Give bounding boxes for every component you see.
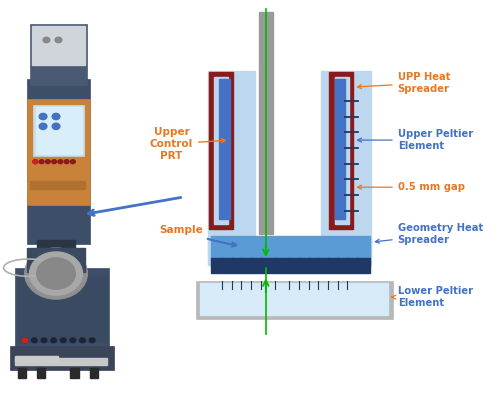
Circle shape [39,123,47,130]
Circle shape [70,338,76,343]
Text: Upper
Control
PRT: Upper Control PRT [150,127,226,161]
Bar [18,368,26,377]
Bar [10,346,114,370]
Bar [37,368,46,377]
Bar [37,240,76,279]
Bar [27,248,85,271]
Bar [15,358,106,365]
Circle shape [52,113,60,120]
Bar [27,79,90,244]
Circle shape [43,37,50,43]
Circle shape [22,338,28,343]
Text: Lower Peltier
Element: Lower Peltier Element [392,286,473,308]
Bar [30,181,85,189]
Circle shape [33,160,38,164]
Circle shape [55,37,62,43]
Circle shape [60,338,66,343]
Circle shape [89,338,95,343]
Circle shape [39,113,47,120]
Bar [334,79,345,219]
Bar [208,71,255,256]
Bar [18,275,106,342]
Bar [90,368,98,377]
Circle shape [58,160,63,164]
Circle shape [25,248,88,299]
Bar [30,24,88,85]
Bar [34,105,84,156]
Bar [36,107,82,154]
Text: Geometry Heat
Spreader: Geometry Heat Spreader [376,223,483,245]
Circle shape [52,160,57,164]
Circle shape [50,338,56,343]
Bar [196,281,393,319]
Circle shape [64,160,69,164]
Bar [214,77,228,224]
Circle shape [41,338,47,343]
Bar [320,71,371,256]
Circle shape [52,123,60,130]
Bar [208,240,371,265]
Bar [258,13,273,234]
Text: Upper Peltier
Element: Upper Peltier Element [358,129,473,151]
Circle shape [32,338,38,343]
Bar [32,26,85,65]
Text: UPP Heat
Spreader: UPP Heat Spreader [358,72,450,94]
Bar [15,268,109,350]
Bar [335,77,348,224]
Circle shape [30,252,82,295]
Bar [200,283,388,315]
Bar [211,258,370,273]
Bar [70,368,79,377]
Circle shape [39,160,44,164]
Circle shape [33,160,38,164]
Bar [330,72,353,229]
Bar [27,99,90,205]
Bar [219,79,230,219]
Circle shape [22,338,28,343]
Circle shape [37,258,76,289]
Bar [208,72,233,229]
Text: 0.5 mm gap: 0.5 mm gap [358,182,465,192]
Text: Sample: Sample [160,225,236,247]
Bar [211,236,370,258]
Bar [15,356,59,361]
Circle shape [80,338,86,343]
Circle shape [46,160,51,164]
Circle shape [70,160,76,164]
